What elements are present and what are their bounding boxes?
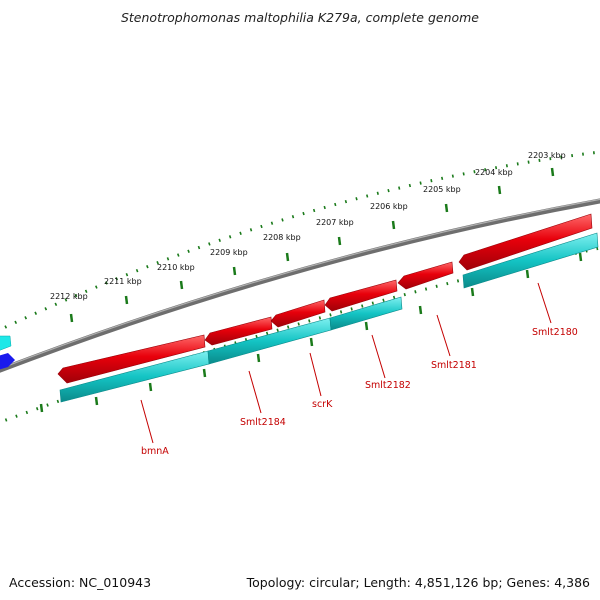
gene-label-Smlt2182[interactable]: Smlt2182: [365, 380, 411, 391]
label-line-Smlt2181: [436, 314, 451, 357]
cds-feature-Smlt2181[interactable]: [397, 261, 454, 290]
inner-ruler-major-ticks: [39, 252, 583, 413]
page-title: Stenotrophomonas maltophilia K279a, comp…: [120, 10, 480, 25]
ruler-major-tick-3: [232, 266, 237, 276]
gene-feature-Smlt2182[interactable]: [329, 296, 403, 331]
inner-ruler-major-tick-2: [148, 382, 153, 392]
inner-ruler-major-tick-6: [364, 321, 369, 331]
ruler-major-tick-7: [444, 203, 449, 213]
ruler-major-tick-6: [391, 220, 396, 230]
cds-feature-scrK[interactable]: [270, 299, 326, 328]
cds-feature-bmnA[interactable]: [57, 334, 206, 384]
ruler-major-tick-0: [69, 313, 74, 323]
cds-feature-Smlt2184[interactable]: [204, 316, 273, 346]
ruler-major-ticks: [69, 167, 555, 323]
topology-summary: Topology: circular; Length: 4,851,126 bp…: [246, 575, 590, 590]
label-line-Smlt2180: [537, 282, 552, 324]
ruler-major-tick-4: [285, 252, 290, 262]
ruler-label-2: 2210 kbp: [157, 263, 195, 272]
accession-label: Accession: NC_010943: [9, 575, 152, 590]
inner-ruler-major-tick-10: [578, 252, 583, 262]
label-line-Smlt2184: [248, 370, 262, 414]
ruler-track-inner: [0, 246, 600, 424]
gene-label-scrK[interactable]: scrK: [312, 399, 333, 410]
partial-feature-left: [0, 353, 15, 370]
ruler-major-tick-1: [124, 295, 129, 305]
inner-ruler-major-tick-8: [470, 287, 475, 297]
gene-feature-Smlt2180[interactable]: [462, 232, 599, 289]
ruler-labels: 2212 kbp 2211 kbp 2210 kbp 2209 kbp 2208 kbp…: [50, 151, 566, 301]
ruler-major-tick-8: [497, 185, 502, 195]
ruler-label-8: 2204 kbp: [475, 168, 513, 177]
ruler-label-9: 2203 kbp: [528, 151, 566, 160]
genome-backbone-highlight: [0, 198, 600, 370]
inner-ruler-major-tick-9: [525, 269, 530, 279]
inner-ruler-major-tick-4: [256, 353, 261, 363]
inner-ruler-major-tick-1: [94, 396, 99, 406]
ruler-label-4: 2208 kbp: [263, 233, 301, 242]
ruler-label-6: 2206 kbp: [370, 202, 408, 211]
ruler-label-5: 2207 kbp: [316, 218, 354, 227]
label-line-scrK: [309, 352, 322, 397]
inner-ruler-major-tick-0: [39, 403, 44, 413]
genome-backbone: [0, 198, 600, 373]
ruler-label-7: 2205 kbp: [423, 185, 461, 194]
inner-ruler-major-tick-3: [202, 368, 207, 378]
inner-ruler-major-tick-5: [309, 337, 314, 347]
cds-feature-Smlt2182[interactable]: [324, 279, 398, 312]
inner-ruler-major-tick-7: [418, 305, 423, 315]
cds-feature-Smlt2180[interactable]: [458, 213, 593, 271]
label-line-bmnA: [140, 399, 154, 444]
ruler-label-1: 2211 kbp: [104, 277, 142, 286]
ruler-major-tick-9: [550, 167, 555, 177]
ruler-label-3: 2209 kbp: [210, 248, 248, 257]
partial-gene-left: [0, 335, 12, 351]
gene-label-Smlt2180[interactable]: Smlt2180: [532, 327, 578, 338]
label-line-Smlt2182: [371, 334, 386, 379]
gene-label-Smlt2181[interactable]: Smlt2181: [431, 360, 477, 371]
gene-features: [57, 213, 599, 403]
gene-label-Smlt2184[interactable]: Smlt2184: [240, 417, 286, 428]
gene-label-bmnA[interactable]: bmnA: [141, 446, 169, 457]
ruler-label-0: 2212 kbp: [50, 292, 88, 301]
ruler-major-tick-2: [179, 280, 184, 290]
ruler-major-tick-5: [337, 236, 342, 246]
